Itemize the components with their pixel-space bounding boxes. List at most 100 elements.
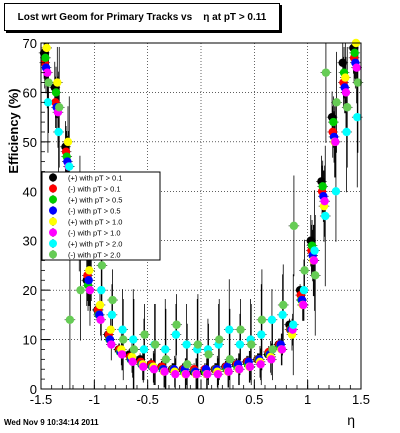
data-point — [311, 271, 320, 280]
legend-label: (-) with pT > 2.0 — [68, 251, 121, 260]
x-tick-label: 1.5 — [352, 392, 370, 407]
data-point — [55, 103, 64, 112]
x-tick-label: -1.5 — [30, 392, 52, 407]
data-point — [193, 340, 203, 349]
data-point — [85, 285, 95, 295]
legend-label: (+) with pT > 1.0 — [68, 218, 122, 227]
data-point — [329, 117, 338, 127]
legend-marker — [49, 195, 57, 204]
data-point — [171, 369, 180, 379]
data-point — [268, 345, 277, 354]
data-point — [181, 369, 191, 379]
data-point — [118, 325, 127, 334]
data-point — [97, 261, 107, 270]
data-point — [343, 103, 352, 112]
legend: (+) with pT > 0.1 (-) with pT > 0.1 (+) wi… — [41, 171, 161, 261]
data-point — [44, 78, 53, 87]
data-point — [338, 58, 347, 67]
data-point — [247, 340, 256, 349]
data-point — [331, 187, 341, 196]
data-point — [84, 276, 93, 285]
y-tick-label: 50 — [23, 135, 37, 150]
data-point — [320, 196, 329, 206]
data-point — [203, 369, 212, 379]
data-point — [129, 345, 139, 354]
data-point — [119, 335, 128, 344]
data-point — [96, 315, 105, 324]
data-point — [43, 68, 52, 77]
data-point — [43, 98, 53, 107]
data-point — [192, 369, 201, 379]
data-point — [350, 48, 359, 58]
data-point — [215, 335, 224, 344]
data-point — [172, 320, 181, 329]
data-point — [65, 315, 75, 324]
data-point — [53, 78, 62, 87]
data-point — [341, 88, 351, 97]
x-tick-label: 0.5 — [245, 392, 263, 407]
data-point — [352, 63, 361, 72]
axis-labels: -1.5 -1 -0.5 0 0.5 1 1.5 0 10 20 30 40 50 60 70 η Effici… — [6, 36, 370, 428]
legend-box — [41, 171, 161, 261]
x-tick-label: -1 — [89, 392, 101, 407]
y-axis-label: Efficiency (%) — [6, 88, 21, 173]
legend-marker — [49, 184, 57, 193]
data-point — [95, 300, 105, 310]
data-point — [267, 355, 276, 364]
x-axis-label: η — [347, 412, 355, 428]
data-point — [235, 365, 244, 374]
data-point — [128, 357, 137, 367]
data-point — [321, 211, 330, 221]
data-point — [41, 53, 50, 63]
data-point — [139, 345, 149, 354]
data-point — [97, 285, 106, 295]
data-point — [129, 335, 138, 344]
data-point — [224, 367, 233, 376]
data-point — [183, 360, 192, 369]
data-point — [106, 325, 115, 334]
x-tick-label: -0.5 — [136, 392, 158, 407]
legend-marker — [49, 173, 57, 182]
data-point — [63, 137, 73, 147]
data-point — [204, 350, 213, 359]
x-tick-label: 0 — [197, 392, 204, 407]
data-point — [160, 367, 169, 376]
legend-label: (+) with pT > 2.0 — [68, 240, 122, 249]
data-point — [353, 78, 363, 87]
data-point — [257, 315, 267, 324]
data-point — [225, 325, 234, 334]
legend-marker — [49, 239, 57, 248]
data-point — [139, 362, 148, 371]
data-point — [289, 221, 299, 231]
legend-label: (+) with pT > 0.1 — [68, 174, 122, 183]
y-tick-label: 20 — [23, 283, 37, 298]
data-point — [182, 340, 191, 349]
data-point — [107, 310, 117, 320]
data-point — [309, 256, 319, 265]
data-point — [117, 350, 127, 359]
data-point — [213, 369, 223, 379]
data-point — [107, 340, 116, 349]
data-point — [257, 330, 266, 339]
chart-title: Lost wrt Geom for Primary Tracks vs η at… — [4, 3, 280, 31]
data-point — [42, 43, 51, 53]
data-point — [161, 355, 171, 364]
data-point — [235, 340, 245, 349]
data-point — [342, 127, 351, 137]
data-point — [300, 266, 309, 275]
y-tick-label: 10 — [23, 333, 37, 348]
timestamp-footer: Wed Nov 9 10:34:14 2011 — [4, 418, 99, 427]
data-point — [299, 300, 308, 310]
y-tick-label: 0 — [30, 382, 37, 397]
data-point — [321, 68, 331, 77]
data-point — [65, 162, 74, 171]
data-point — [108, 295, 117, 305]
data-points — [39, 38, 363, 379]
legend-marker — [49, 250, 57, 259]
data-point — [331, 137, 340, 147]
x-tick-label: 1 — [304, 392, 311, 407]
y-tick-label: 70 — [23, 36, 37, 51]
data-point — [161, 345, 170, 354]
legend-marker — [49, 228, 57, 237]
